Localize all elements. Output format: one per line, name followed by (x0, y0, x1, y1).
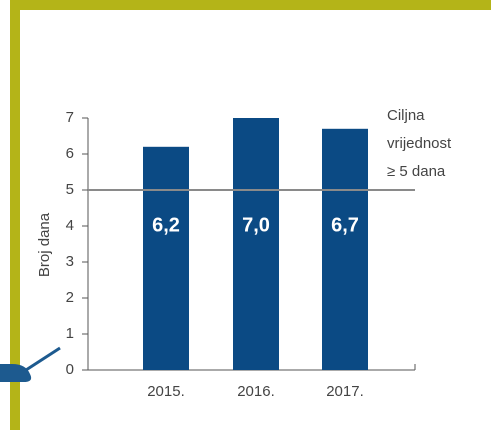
annotation: vrijednost (387, 135, 452, 152)
y-tick-label: 2 (66, 289, 74, 306)
annotation: ≥ 5 dana (387, 163, 446, 180)
y-tick-label: 1 (66, 325, 74, 342)
decor-tab (0, 364, 32, 382)
y-tick-label: 5 (66, 181, 74, 198)
bar (233, 118, 279, 370)
bar (322, 128, 368, 370)
y-tick-label: 6 (66, 145, 74, 162)
y-tick-label: 7 (66, 109, 74, 126)
bar (143, 146, 189, 370)
x-tick-label: 2017. (326, 383, 364, 400)
annotation: Ciljna (387, 107, 425, 124)
x-tick-label: 2016. (237, 383, 275, 400)
decor-line (25, 346, 61, 372)
value-label: 7,0 (242, 214, 270, 236)
frame-top (10, 0, 491, 10)
frame-left (10, 0, 20, 430)
y-tick-label: 4 (66, 217, 74, 234)
y-tick-label: 3 (66, 253, 74, 270)
value-label: 6,7 (331, 214, 359, 236)
y-tick-label: 0 (66, 361, 74, 378)
value-label: 6,2 (152, 214, 180, 236)
y-axis-label: Broj dana (36, 212, 53, 277)
x-tick-label: 2015. (147, 383, 185, 400)
